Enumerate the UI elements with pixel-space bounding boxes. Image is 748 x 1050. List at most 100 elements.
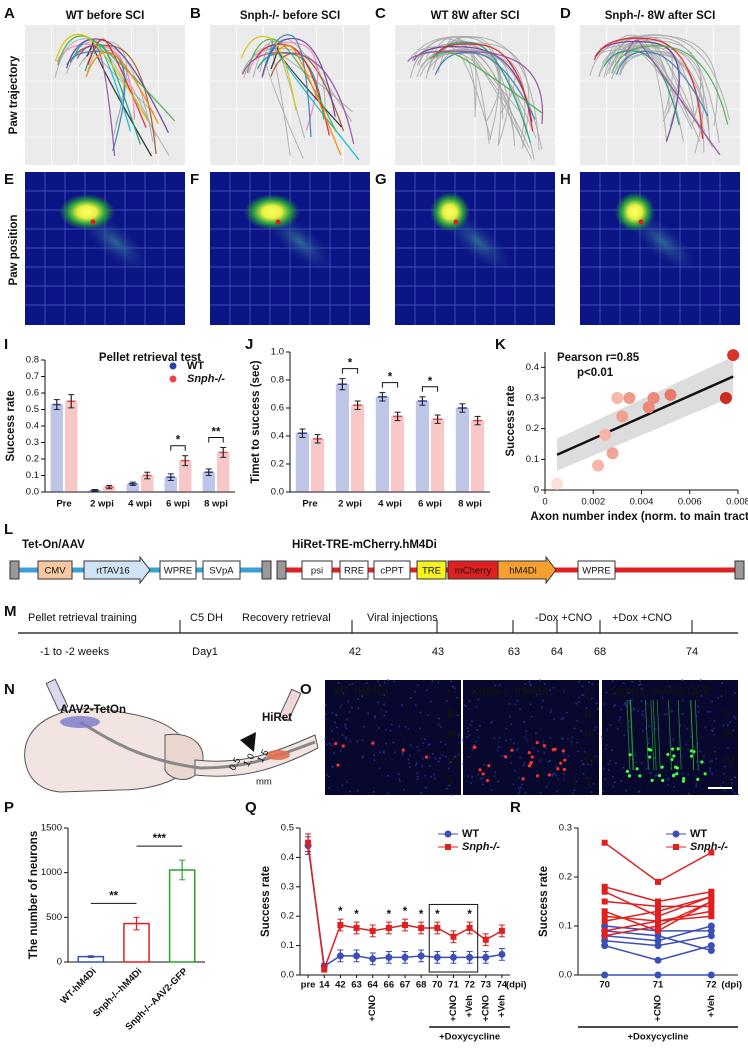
nuclei: [679, 724, 682, 727]
confidence-band: [557, 356, 734, 471]
labeled-cell: [542, 744, 546, 748]
nuclei: [456, 714, 459, 717]
nuclei: [606, 728, 609, 731]
nuclei: [655, 774, 658, 777]
bar: [141, 475, 154, 492]
legend-label: WT: [187, 360, 204, 372]
nuclei: [522, 764, 525, 767]
nuclei: [730, 782, 733, 785]
marker: [601, 883, 608, 890]
nuclei: [700, 694, 703, 697]
bar: [50, 404, 63, 492]
nuclei: [726, 724, 729, 727]
nuclei: [561, 737, 564, 740]
nuclei: [596, 707, 599, 710]
nuclei: [505, 727, 508, 730]
point: [616, 410, 629, 423]
layer-label: III: [585, 729, 595, 741]
micrograph-title: Snph-/--hM4Di: [471, 686, 549, 698]
heat-blob: [615, 192, 655, 232]
nuclei: [729, 776, 732, 779]
nuclei: [416, 778, 419, 781]
nuclei: [695, 746, 698, 749]
y-tick-label: 0.3: [559, 823, 572, 834]
nuclei: [437, 760, 440, 763]
labeled-cell: [535, 741, 539, 745]
scale-unit: mm: [256, 777, 272, 788]
nuclei: [570, 740, 573, 743]
nuclei: [462, 763, 465, 766]
nuclei: [586, 777, 589, 780]
layer-label: IV: [585, 756, 596, 768]
nuclei: [477, 698, 480, 701]
marker: [708, 908, 715, 915]
nuclei: [446, 787, 449, 790]
nuclei: [444, 743, 447, 746]
marker: [417, 952, 425, 960]
nuclei: [341, 734, 344, 737]
nuclei: [347, 700, 350, 703]
trajectory: [429, 51, 543, 114]
labeled-cell: [703, 772, 707, 776]
y-tick-label: 0.0: [281, 970, 294, 981]
significance-label: *: [388, 372, 393, 384]
marker: [707, 927, 715, 935]
nuclei: [340, 689, 343, 692]
nuclei: [509, 715, 512, 718]
nuclei: [467, 755, 470, 758]
y-tick-label: 0.2: [271, 459, 284, 470]
bar: [311, 438, 325, 492]
layer-label: II: [585, 709, 591, 721]
heat-center: [90, 219, 96, 225]
nuclei: [709, 770, 712, 773]
construct-name: HiRet-TRE-mCherry.hM4Di: [292, 539, 437, 551]
trajectory: [614, 37, 720, 143]
nuclei: [471, 775, 474, 778]
nuclei: [697, 705, 700, 708]
marker: [601, 888, 608, 895]
fit-line: [556, 375, 734, 456]
nuclei: [649, 772, 652, 775]
nuclei: [641, 713, 644, 716]
nuclei: [344, 725, 347, 728]
axon: [629, 699, 634, 771]
significance-label: *: [176, 435, 181, 447]
significance-bracket: [421, 386, 439, 392]
marker: [655, 908, 661, 915]
heat-blob: [430, 192, 470, 232]
nuclei: [565, 711, 568, 714]
labeled-cell: [529, 761, 533, 766]
bar: [65, 401, 78, 492]
nuclei: [345, 736, 348, 739]
nuclei: [424, 786, 427, 789]
panel-letter: P: [4, 799, 14, 816]
panel-title: WT before SCI: [66, 10, 145, 22]
annotation: p<0.01: [577, 367, 614, 379]
nuclei: [710, 772, 713, 775]
significance-label: *: [387, 909, 392, 921]
legend-marker: [169, 362, 177, 370]
marker: [601, 942, 609, 950]
nuclei: [618, 719, 621, 722]
condition-label: +Veh: [706, 995, 717, 1018]
nuclei: [638, 684, 641, 687]
nuclei: [467, 730, 470, 733]
nuclei: [645, 767, 648, 770]
labeled-cell: [661, 778, 665, 783]
marker: [708, 898, 715, 905]
labeled-cell: [682, 777, 686, 781]
marker: [601, 922, 609, 930]
marker: [369, 927, 376, 934]
nuclei: [468, 733, 471, 736]
labeled-cell: [553, 747, 557, 751]
condition-label: +CNO: [448, 995, 459, 1022]
marker: [449, 953, 457, 961]
y-tick-label: 0.0: [271, 487, 284, 498]
marker: [601, 913, 608, 920]
labeled-cell: [563, 758, 567, 762]
nuclei: [549, 736, 552, 739]
nuclei: [333, 721, 336, 724]
timeline-label: 42: [349, 646, 361, 658]
marker: [369, 955, 377, 963]
nuclei: [365, 682, 368, 685]
